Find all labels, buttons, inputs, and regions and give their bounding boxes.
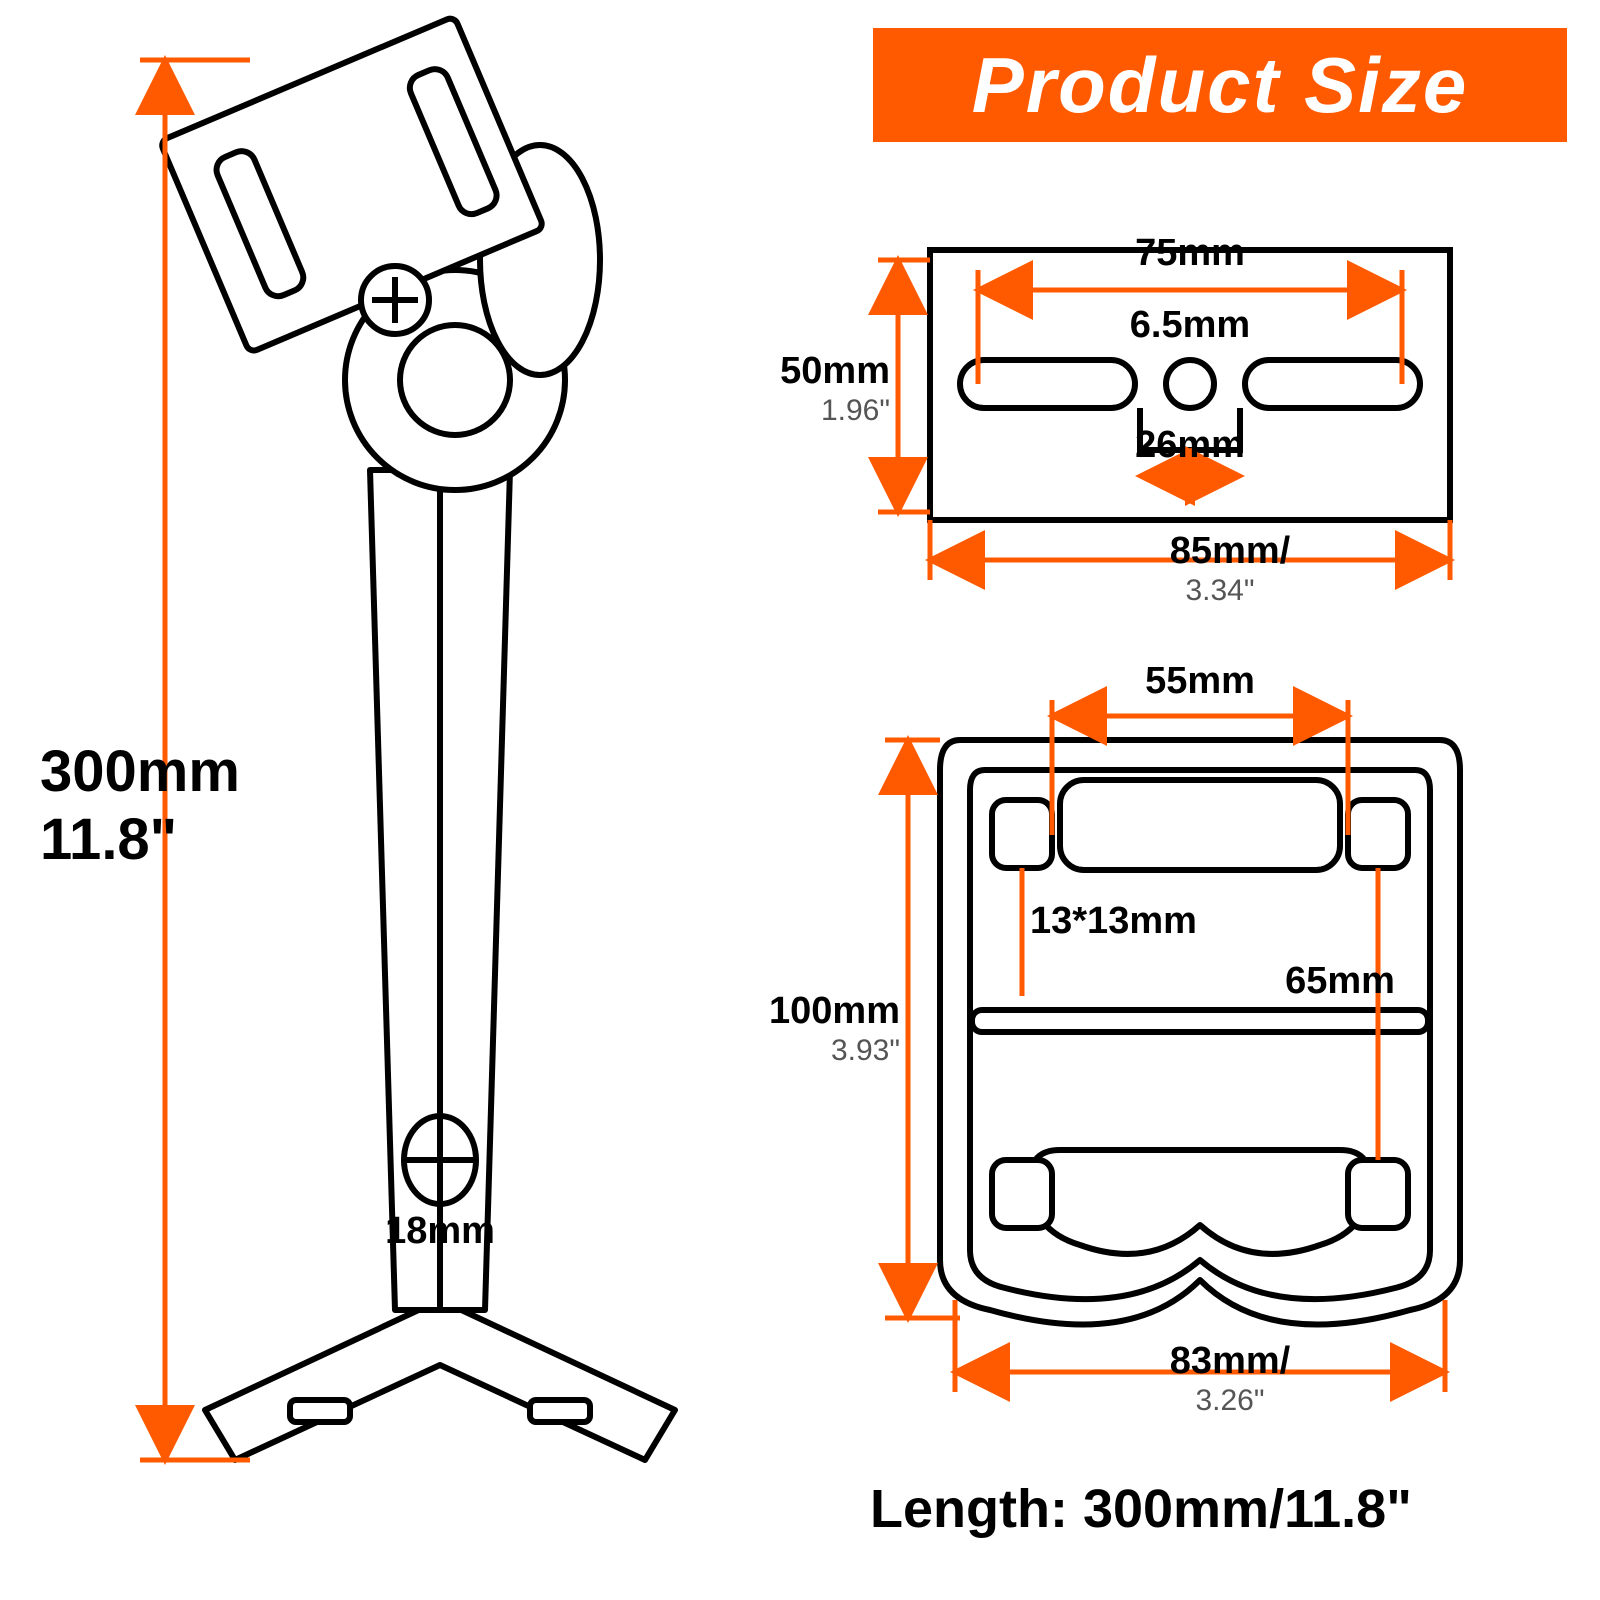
diagram-stage: Product Size <box>0 0 1600 1600</box>
bp-65: 65mm <box>1270 960 1410 1003</box>
bp-13: 13*13mm <box>1030 900 1250 943</box>
bp-100: 100mm <box>740 990 900 1033</box>
tp-26: 26mm <box>1120 424 1260 467</box>
diagram-svg <box>0 0 1600 1600</box>
bp-100in: 3.93" <box>760 1034 900 1068</box>
tp-85: 85mm/ <box>1130 530 1330 573</box>
dim-hole-18: 18mm <box>380 1210 500 1253</box>
base-plate-drawing <box>940 740 1460 1325</box>
tp-85in: 3.34" <box>1140 574 1300 608</box>
bp-83in: 3.26" <box>1150 1384 1310 1418</box>
dim-height-mm: 300mm <box>40 740 240 804</box>
bp-83: 83mm/ <box>1130 1340 1330 1383</box>
tp-50in: 1.96" <box>760 394 890 428</box>
tp-85-sep: / <box>1280 530 1291 572</box>
tp-75: 75mm <box>1100 232 1280 275</box>
bp-83-sep: / <box>1280 1340 1291 1382</box>
footer-length: Length: 300mm/11.8" <box>870 1480 1412 1539</box>
bp-83-mm: 83mm <box>1170 1340 1280 1382</box>
tp-65hole: 6.5mm <box>1110 304 1270 347</box>
tp-50: 50mm <box>760 350 890 393</box>
tp-85-mm: 85mm <box>1170 530 1280 572</box>
bp-55: 55mm <box>1110 660 1290 703</box>
dim-height-in: 11.8" <box>40 808 177 872</box>
